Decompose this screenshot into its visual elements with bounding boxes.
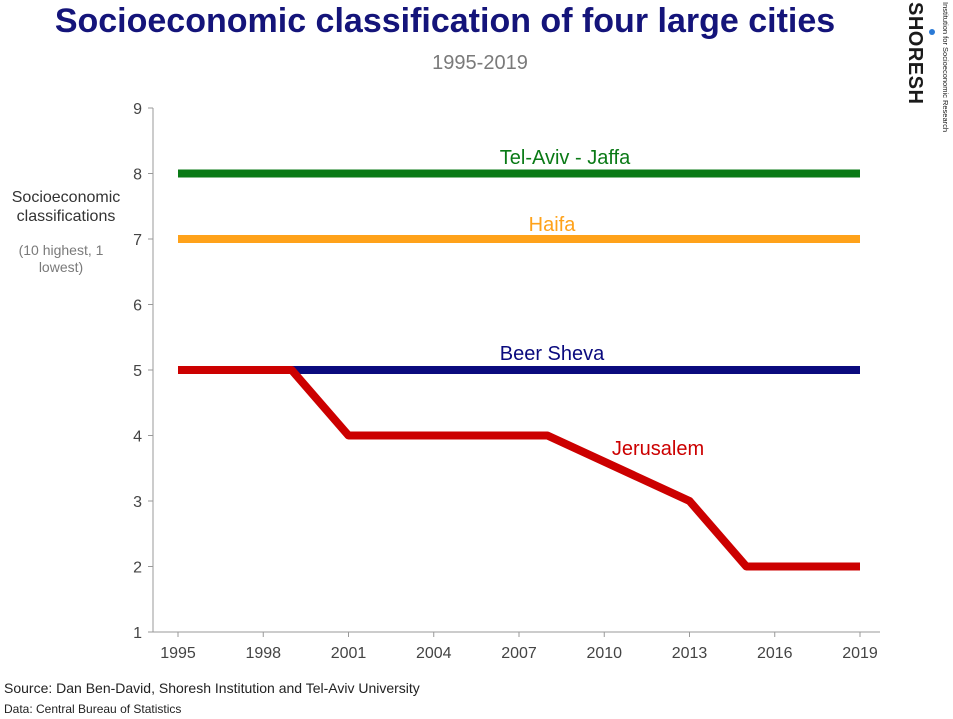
y-tick-label: 5 [133,363,142,380]
x-tick-label: 2004 [416,645,452,662]
y-axis-label: Socioeconomic classifications [11,189,121,225]
x-tick-label: 1998 [245,645,281,662]
x-tick-label: 2001 [331,645,367,662]
series-label-beer-sheva: Beer Sheva [500,343,605,365]
x-tick-label: 2007 [501,645,537,662]
series-label-haifa: Haifa [529,214,577,236]
x-tick-label: 2010 [586,645,622,662]
y-tick-label: 1 [133,625,142,642]
series-label-jerusalem: Jerusalem [612,438,704,460]
source-note: Source: Dan Ben-David, Shoresh Instituti… [4,680,420,696]
x-tick-label: 2019 [842,645,878,662]
y-tick-label: 7 [133,232,142,249]
shoresh-logo: SHORESH Institution for Socioeconomic Re… [904,2,950,138]
x-tick-label: 2013 [672,645,708,662]
x-tick-label: 1995 [160,645,196,662]
line-chart: 1 2 3 4 5 6 7 8 9 1995 1998 2001 2004 2007 2010 2013 201… [133,101,880,662]
series-label-tel-aviv-jaffa: Tel-Aviv - Jaffa [500,147,631,169]
y-tick-label: 2 [133,560,142,577]
logo-dot-icon [929,29,935,35]
x-tick-label: 2016 [757,645,793,662]
y-tick-label: 3 [133,494,142,511]
chart-series [177,169,861,571]
chart-title: Socioeconomic classification of four lar… [54,2,836,40]
y-tick-label: 9 [133,101,142,118]
chart-axes: 1 2 3 4 5 6 7 8 9 1995 1998 2001 2004 2007 2010 2013 201… [133,101,880,662]
y-tick-label: 6 [133,298,142,315]
chart-subtitle: 1995-2019 [432,52,528,74]
series-line-jerusalem [178,366,860,571]
chart-series-labels: Tel-Aviv - Jaffa Haifa Beer Sheva Jerusalem [500,147,704,460]
y-axis-note: (10 highest, 1 lowest) [18,242,104,275]
y-tick-label: 8 [133,167,142,184]
y-tick-label: 4 [133,429,142,446]
data-note: Data: Central Bureau of Statistics [4,702,182,716]
